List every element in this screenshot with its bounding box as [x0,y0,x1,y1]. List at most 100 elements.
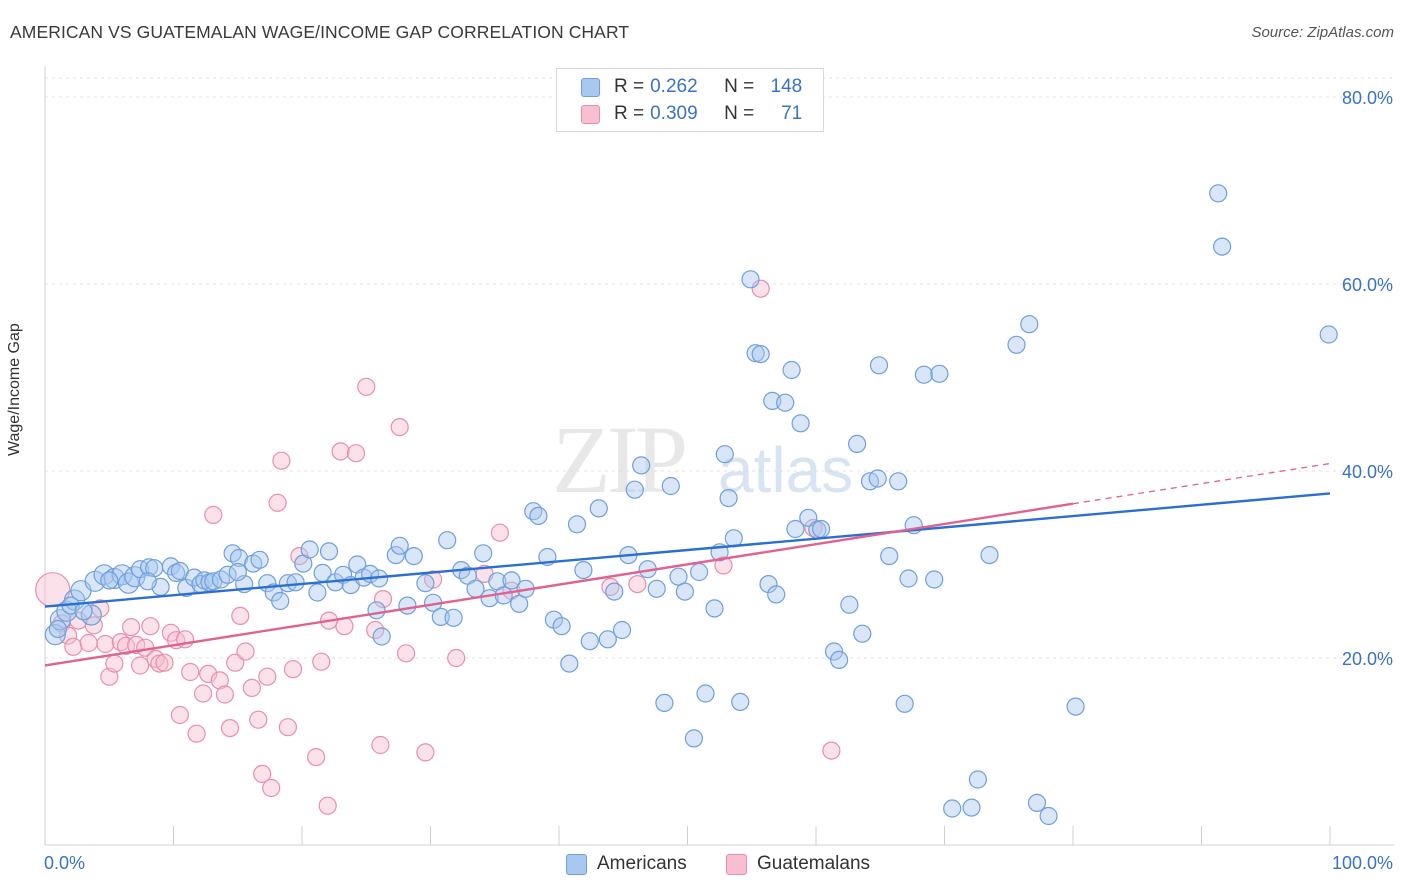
americans-point [799,508,818,527]
axes [44,66,1394,846]
guatemalans-point [105,654,124,673]
americans-point [655,693,674,713]
guatemalans-point [242,678,261,698]
americans-point [741,270,760,289]
americans-point [880,546,899,566]
guatemalans-point [373,589,393,609]
guatemalans-swatch [726,853,747,875]
americans-point [767,585,786,604]
guatemalans-point [199,664,218,684]
guatemalans-point [210,671,229,690]
americans-point [759,574,778,594]
guatemalans-point [226,653,245,672]
americans-point [372,627,391,646]
americans-point [612,620,632,640]
americans-point [889,472,908,491]
americans-point [348,555,367,574]
americans-point [782,360,801,380]
guatemalans-point [236,642,255,661]
americans-swatch [581,77,600,97]
guatemalans-point [490,523,509,542]
americans-point [786,519,805,539]
legend-n-label: N = [724,76,755,97]
guatemalans-point [96,634,115,654]
americans-point [74,602,93,621]
americans-point [869,356,889,375]
guatemalans-point [331,442,350,461]
americans-point [605,582,624,601]
guatemalans-point [262,778,281,798]
guatemalans-point [307,747,326,767]
guatemalans-point [79,633,98,653]
americans-point [895,694,914,713]
americans-point [502,571,521,590]
americans-point [930,364,949,383]
americans-point [696,684,715,703]
x-tick-label: 0.0% [44,853,85,873]
guatemalans-point [371,735,390,755]
guatemalans-point [122,617,141,637]
guatemalans-point [204,505,223,525]
americans-point [1209,184,1228,203]
watermark-atlas: atlas [718,434,853,506]
guatemalans-point [751,279,770,298]
americans-point [675,582,695,601]
americans-point [398,596,417,615]
americans-point [560,654,579,673]
americans-point [117,572,140,594]
americans-point [431,607,450,627]
americans-point [962,798,981,817]
americans-point [914,365,934,384]
guatemalans-point [170,705,189,725]
americans-point [968,770,988,789]
y-axis-label: Wage/Income Gap [6,323,23,456]
americans-point [1212,237,1232,256]
americans-point [776,393,795,412]
guatemalans-point [283,660,303,679]
americans-point [308,583,327,602]
legend-r-value: 0.262 [650,76,698,97]
americans-point [598,630,617,649]
guatemalans-point [181,662,200,682]
americans-point [811,519,831,539]
americans-point [1319,325,1338,344]
guatemalans-swatch [581,104,600,124]
americans-point [140,558,159,577]
guatemalans-point [390,418,409,437]
americans-point [138,572,157,591]
americans-point [791,414,810,433]
y-tick-label: 20.0% [1342,649,1393,669]
y-tick-label: 40.0% [1342,462,1393,482]
americans-point [1039,806,1058,826]
guatemalans-point [397,644,416,663]
guatemalans-point [141,617,160,636]
americans-point [751,345,770,364]
americans-point [1027,793,1047,813]
guatemalans-point [628,574,647,594]
guatemalans-point [447,648,466,668]
americans-point [286,573,305,592]
americans-point [271,591,290,611]
americans-point [632,456,651,475]
americans-point [661,476,680,496]
correlation-legend: R = 0.262 N = 148 R = 0.309 N = 71 [556,68,824,132]
americans-point [438,531,457,550]
watermark-zip: ZIP [552,406,685,513]
source-credit: Source: ZipAtlas.com [1251,24,1394,41]
guatemalans-point [187,724,206,743]
americans-point [719,489,738,508]
bottom-legend-guatemalans: Guatemalans [726,852,870,876]
americans-label: Americans [597,853,687,874]
americans-point [567,515,587,534]
legend-n-value: 71 [781,103,803,124]
guatemalans-point [312,652,331,671]
americans-point [580,632,599,651]
guatemalans-point [357,377,376,396]
guatemalans-point [416,743,435,762]
guatemalans-point [253,764,272,784]
americans-point [868,469,887,488]
americans-point [574,560,593,580]
bottom-legend-americans: Americans [566,852,687,876]
guatemalans-point [278,718,297,737]
americans-trend-line [44,492,1331,608]
